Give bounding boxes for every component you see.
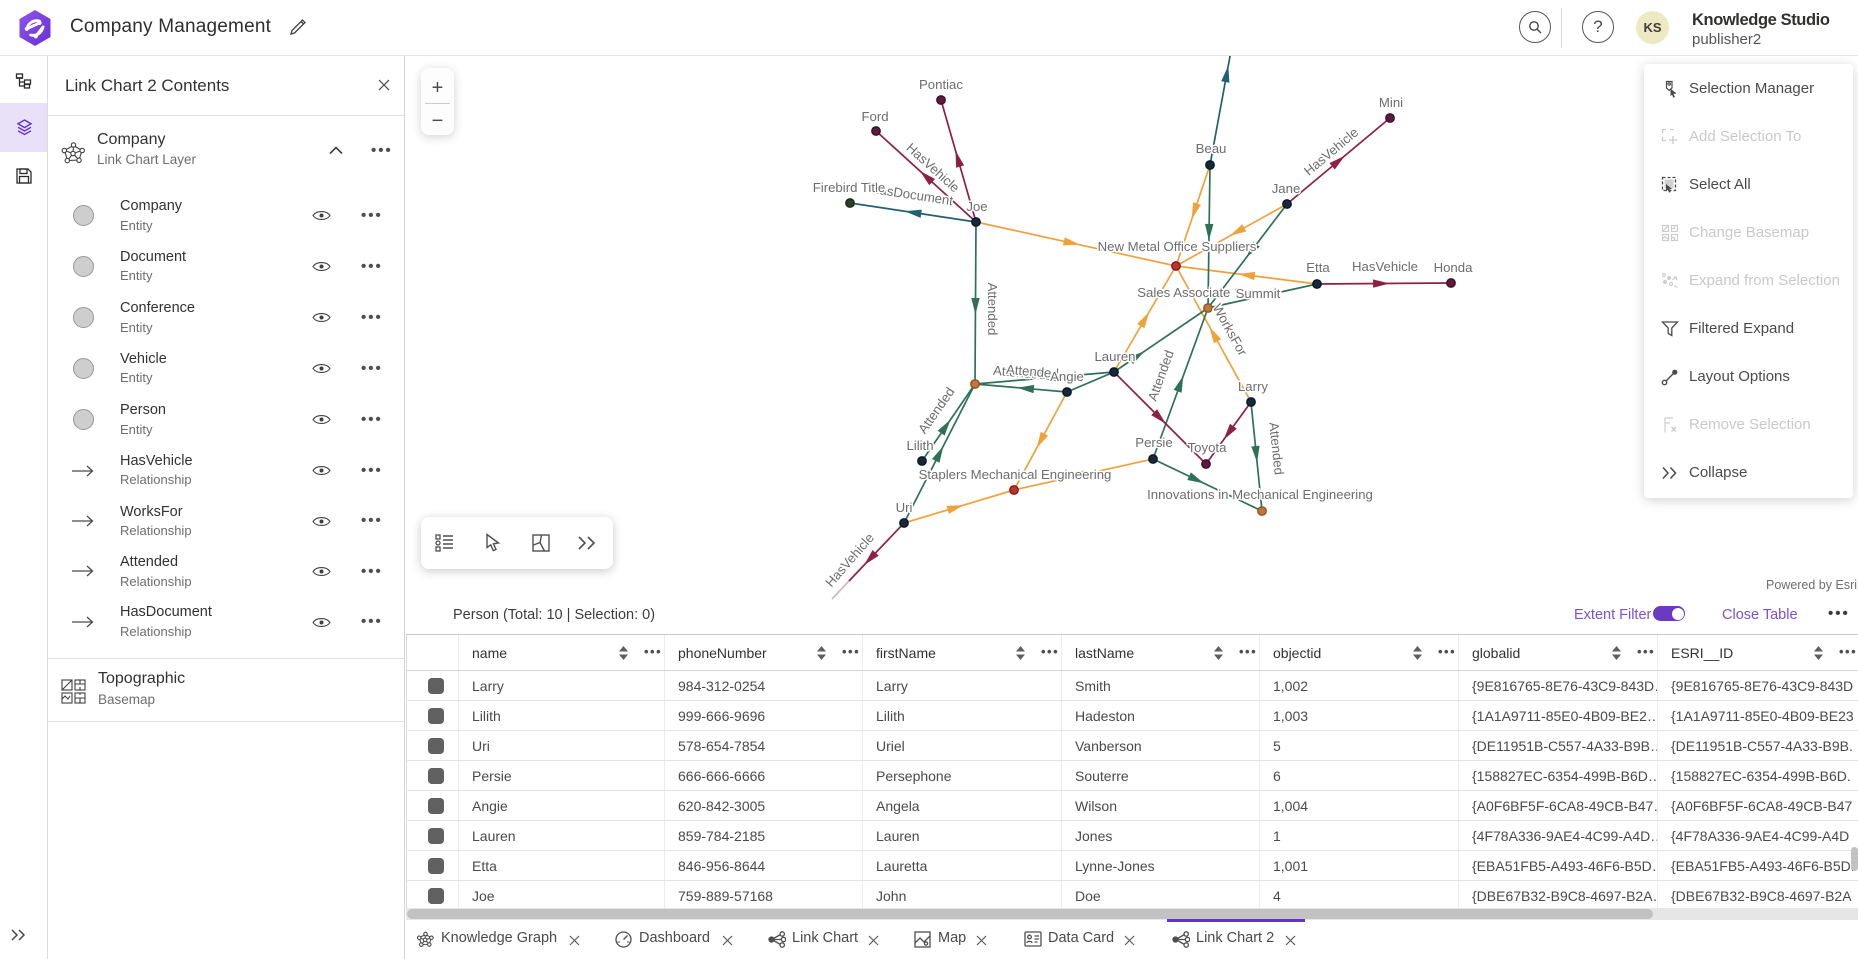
svg-text:New Metal Office Suppliers: New Metal Office Suppliers: [1098, 239, 1257, 254]
svg-text:Attended: Attended: [1005, 362, 1059, 382]
svg-text:Jane: Jane: [1272, 181, 1301, 196]
svg-text:HasVehicle: HasVehicle: [1301, 125, 1361, 179]
svg-text:HasVehicle: HasVehicle: [1352, 259, 1418, 274]
svg-text:Staplers Mechanical Engineerin: Staplers Mechanical Engineering: [919, 467, 1112, 482]
svg-text:Attended: Attended: [985, 283, 1000, 336]
svg-text:Pontiac: Pontiac: [919, 77, 963, 92]
svg-text:Firebird Title: Firebird Title: [813, 180, 886, 195]
svg-text:Attended: Attended: [1145, 348, 1177, 403]
svg-text:Lilith: Lilith: [906, 438, 933, 453]
svg-text:Joe: Joe: [966, 199, 987, 214]
svg-text:Innovations in Mechanical Engi: Innovations in Mechanical Engineering: [1147, 487, 1373, 502]
svg-text:Persie: Persie: [1135, 435, 1172, 450]
svg-text:Angie: Angie: [1050, 369, 1084, 384]
svg-text:Uri: Uri: [896, 500, 913, 515]
svg-text:Sales Associate Summit: Sales Associate Summit: [1137, 285, 1279, 300]
svg-text:Etta: Etta: [1306, 260, 1330, 275]
svg-text:Toyota: Toyota: [1188, 440, 1228, 455]
svg-text:Attended: Attended: [992, 363, 1046, 383]
svg-text:Larry: Larry: [1238, 379, 1268, 394]
svg-text:Ford: Ford: [861, 109, 888, 124]
svg-text:Summit: Summit: [1236, 286, 1281, 301]
svg-text:Lauren: Lauren: [1094, 349, 1135, 364]
svg-text:WorksFor: WorksFor: [1210, 301, 1251, 359]
svg-text:Attended: Attended: [915, 384, 958, 436]
svg-text:Mini: Mini: [1379, 95, 1403, 110]
svg-text:Attended: Attended: [1266, 421, 1286, 475]
svg-text:Honda: Honda: [1434, 260, 1474, 275]
svg-text:Beau: Beau: [1196, 141, 1227, 156]
